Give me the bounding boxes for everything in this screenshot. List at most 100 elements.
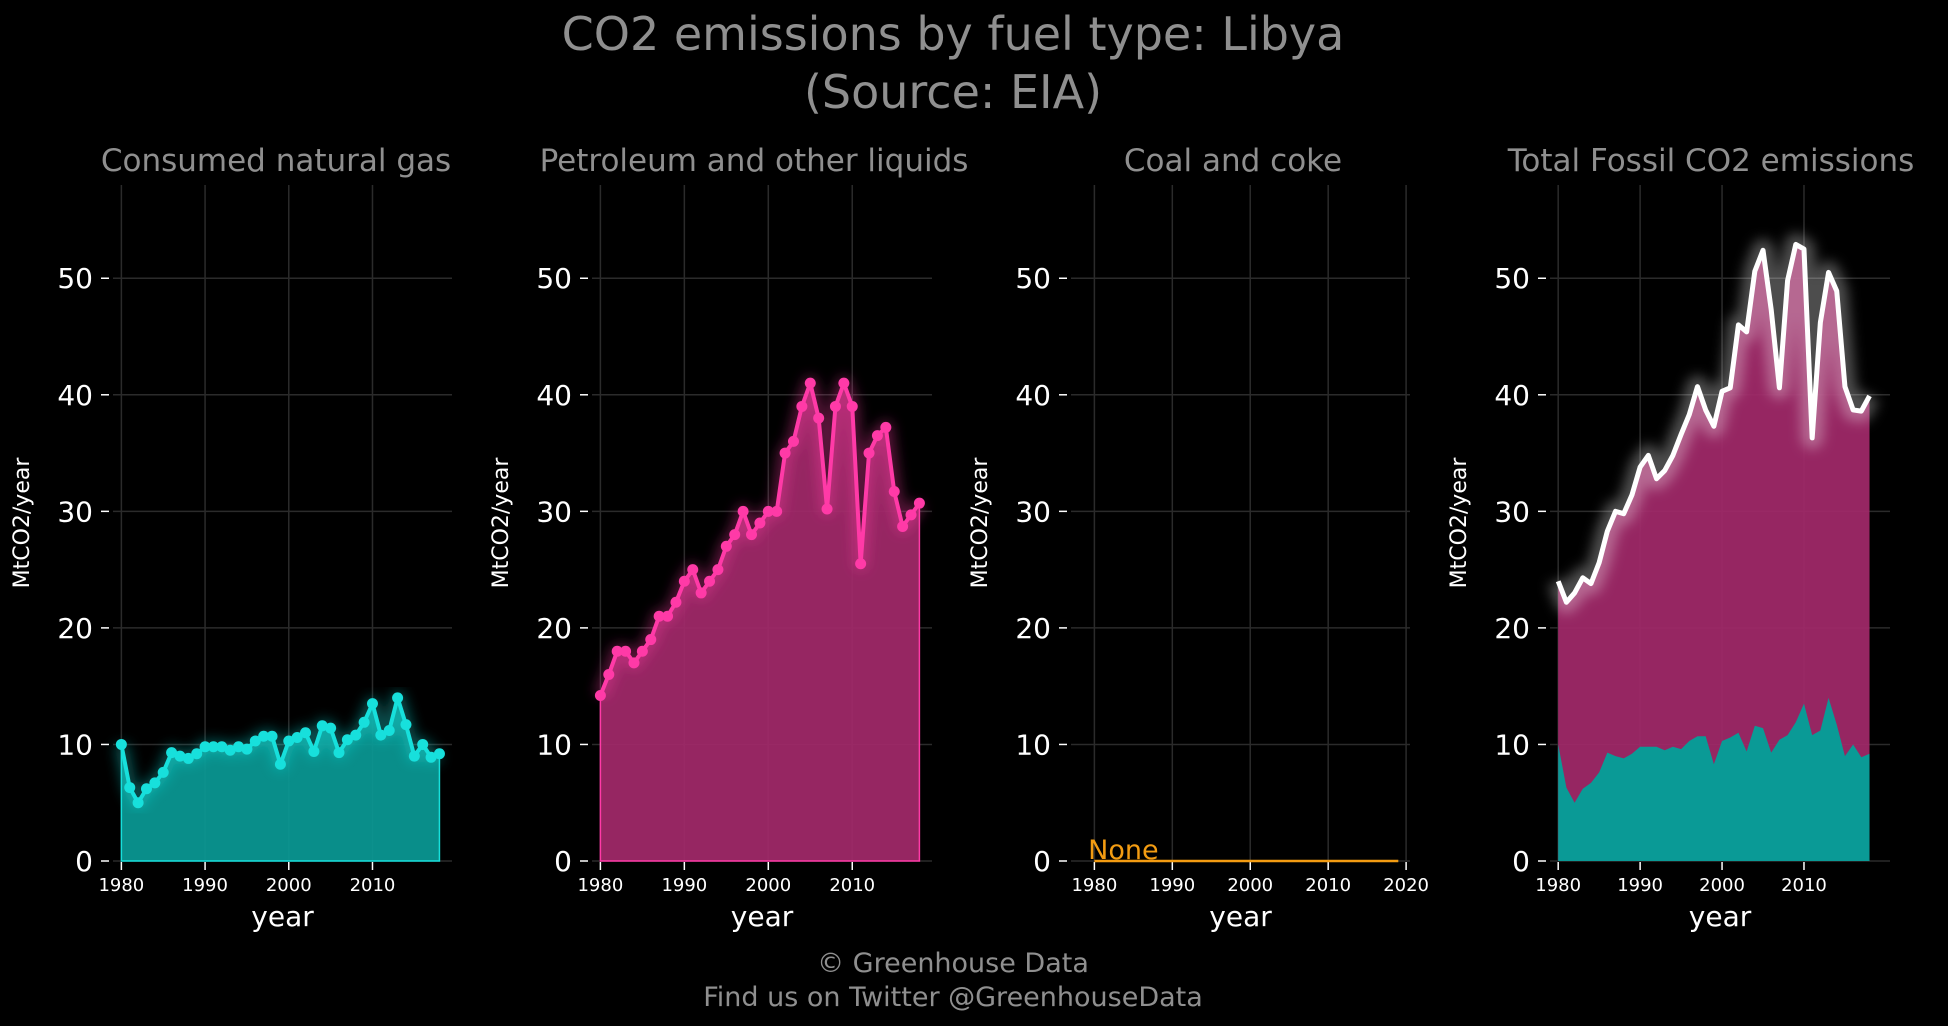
data-point (283, 735, 295, 747)
x-tick-label: 2010 (1781, 875, 1827, 896)
panel-title: Coal and coke (1124, 143, 1342, 179)
data-point (291, 731, 303, 743)
data-point (880, 421, 892, 433)
data-point (115, 738, 127, 750)
data-point (670, 596, 682, 608)
x-axis-label: year (1209, 900, 1272, 933)
data-point (383, 724, 395, 736)
x-tick-label: 1990 (1149, 875, 1195, 896)
petroleum-area (1558, 244, 1870, 861)
x-tick-label: 2000 (266, 875, 312, 896)
y-tick-label: 30 (1494, 495, 1530, 528)
y-tick-label: 40 (1494, 379, 1530, 412)
data-point (300, 727, 312, 739)
y-axis-label: MtCO2/year (968, 457, 993, 589)
data-point (266, 730, 278, 742)
y-tick-label: 0 (1033, 845, 1051, 878)
data-point (350, 729, 362, 741)
panel-title: Consumed natural gas (101, 143, 451, 179)
y-tick-label: 50 (57, 262, 93, 295)
y-tick-label: 30 (536, 495, 572, 528)
y-tick-label: 20 (536, 612, 572, 645)
footer-copyright: © Greenhouse Data (817, 948, 1089, 979)
data-point (124, 782, 136, 794)
panel-total: Total Fossil CO2 emissions 0 10 20 30 40 50 198… (1447, 143, 1914, 933)
x-tick-label: 1980 (1535, 875, 1581, 896)
data-point (325, 722, 337, 734)
data-point (636, 645, 648, 657)
data-point (804, 377, 816, 389)
data-point (611, 645, 623, 657)
data-point (829, 400, 841, 412)
data-point (308, 745, 320, 757)
data-point (754, 517, 766, 529)
panel-gas: Consumed natural gas 0 10 20 30 40 50 1980 1990 2… (10, 143, 452, 933)
x-tick-label: 1990 (661, 875, 707, 896)
data-point (704, 575, 716, 587)
data-point (821, 503, 833, 515)
figure-title-line2: (Source: EIA) (804, 65, 1102, 119)
data-point (771, 505, 783, 517)
panels: Consumed natural gas 0 10 20 30 40 50 1980 1990 2… (10, 143, 1914, 933)
data-point (199, 741, 211, 753)
data-point (249, 735, 261, 747)
y-axis-label: MtCO2/year (1447, 457, 1472, 589)
x-tick-label: 1990 (182, 875, 228, 896)
data-point (140, 783, 152, 795)
data-point (132, 797, 144, 809)
x-tick-label: 2000 (745, 875, 791, 896)
data-point (366, 698, 378, 710)
data-point (433, 748, 445, 760)
data-point (863, 447, 875, 459)
data-point (620, 645, 632, 657)
data-point (233, 741, 245, 753)
gas-area (1558, 697, 1870, 861)
x-tick-label: 2010 (350, 875, 396, 896)
panel-title: Total Fossil CO2 emissions (1507, 143, 1915, 179)
data-point (408, 750, 420, 762)
data-point (207, 741, 219, 753)
data-point (157, 766, 169, 778)
x-axis-label: year (251, 900, 314, 933)
y-tick-label: 10 (536, 728, 572, 761)
x-tick-label: 1980 (98, 875, 144, 896)
data-point (662, 610, 674, 622)
x-axis-label: year (1689, 900, 1752, 933)
y-tick-label: 40 (57, 379, 93, 412)
data-point (375, 729, 387, 741)
x-axis-label: year (731, 900, 794, 933)
panel-title: Petroleum and other liquids (540, 143, 969, 179)
data-point (838, 377, 850, 389)
x-tick-label: 1990 (1617, 875, 1663, 896)
x-tick-label: 1980 (1071, 875, 1117, 896)
y-tick-label: 30 (1015, 495, 1051, 528)
y-tick-label: 10 (1494, 728, 1530, 761)
data-point (174, 750, 186, 762)
data-point (182, 752, 194, 764)
y-tick-label: 30 (57, 495, 93, 528)
data-point (628, 657, 640, 669)
data-point (737, 505, 749, 517)
y-tick-label: 0 (1512, 845, 1530, 878)
x-tick-label: 2010 (1305, 875, 1351, 896)
data-point (871, 430, 883, 442)
y-axis-label: MtCO2/year (10, 457, 35, 589)
y-tick-label: 0 (554, 845, 572, 878)
data-point (400, 719, 412, 731)
x-tick-label: 2000 (1227, 875, 1273, 896)
y-tick-label: 0 (75, 845, 93, 878)
data-point (425, 751, 437, 763)
data-point (712, 564, 724, 576)
data-point (224, 744, 236, 756)
data-point (729, 529, 741, 541)
data-point (166, 747, 178, 759)
data-point (594, 689, 606, 701)
y-tick-label: 20 (1494, 612, 1530, 645)
y-tick-label: 40 (536, 379, 572, 412)
data-point (603, 669, 615, 681)
data-point (813, 412, 825, 424)
data-point (316, 720, 328, 732)
data-point (913, 497, 925, 509)
data-point (653, 610, 665, 622)
